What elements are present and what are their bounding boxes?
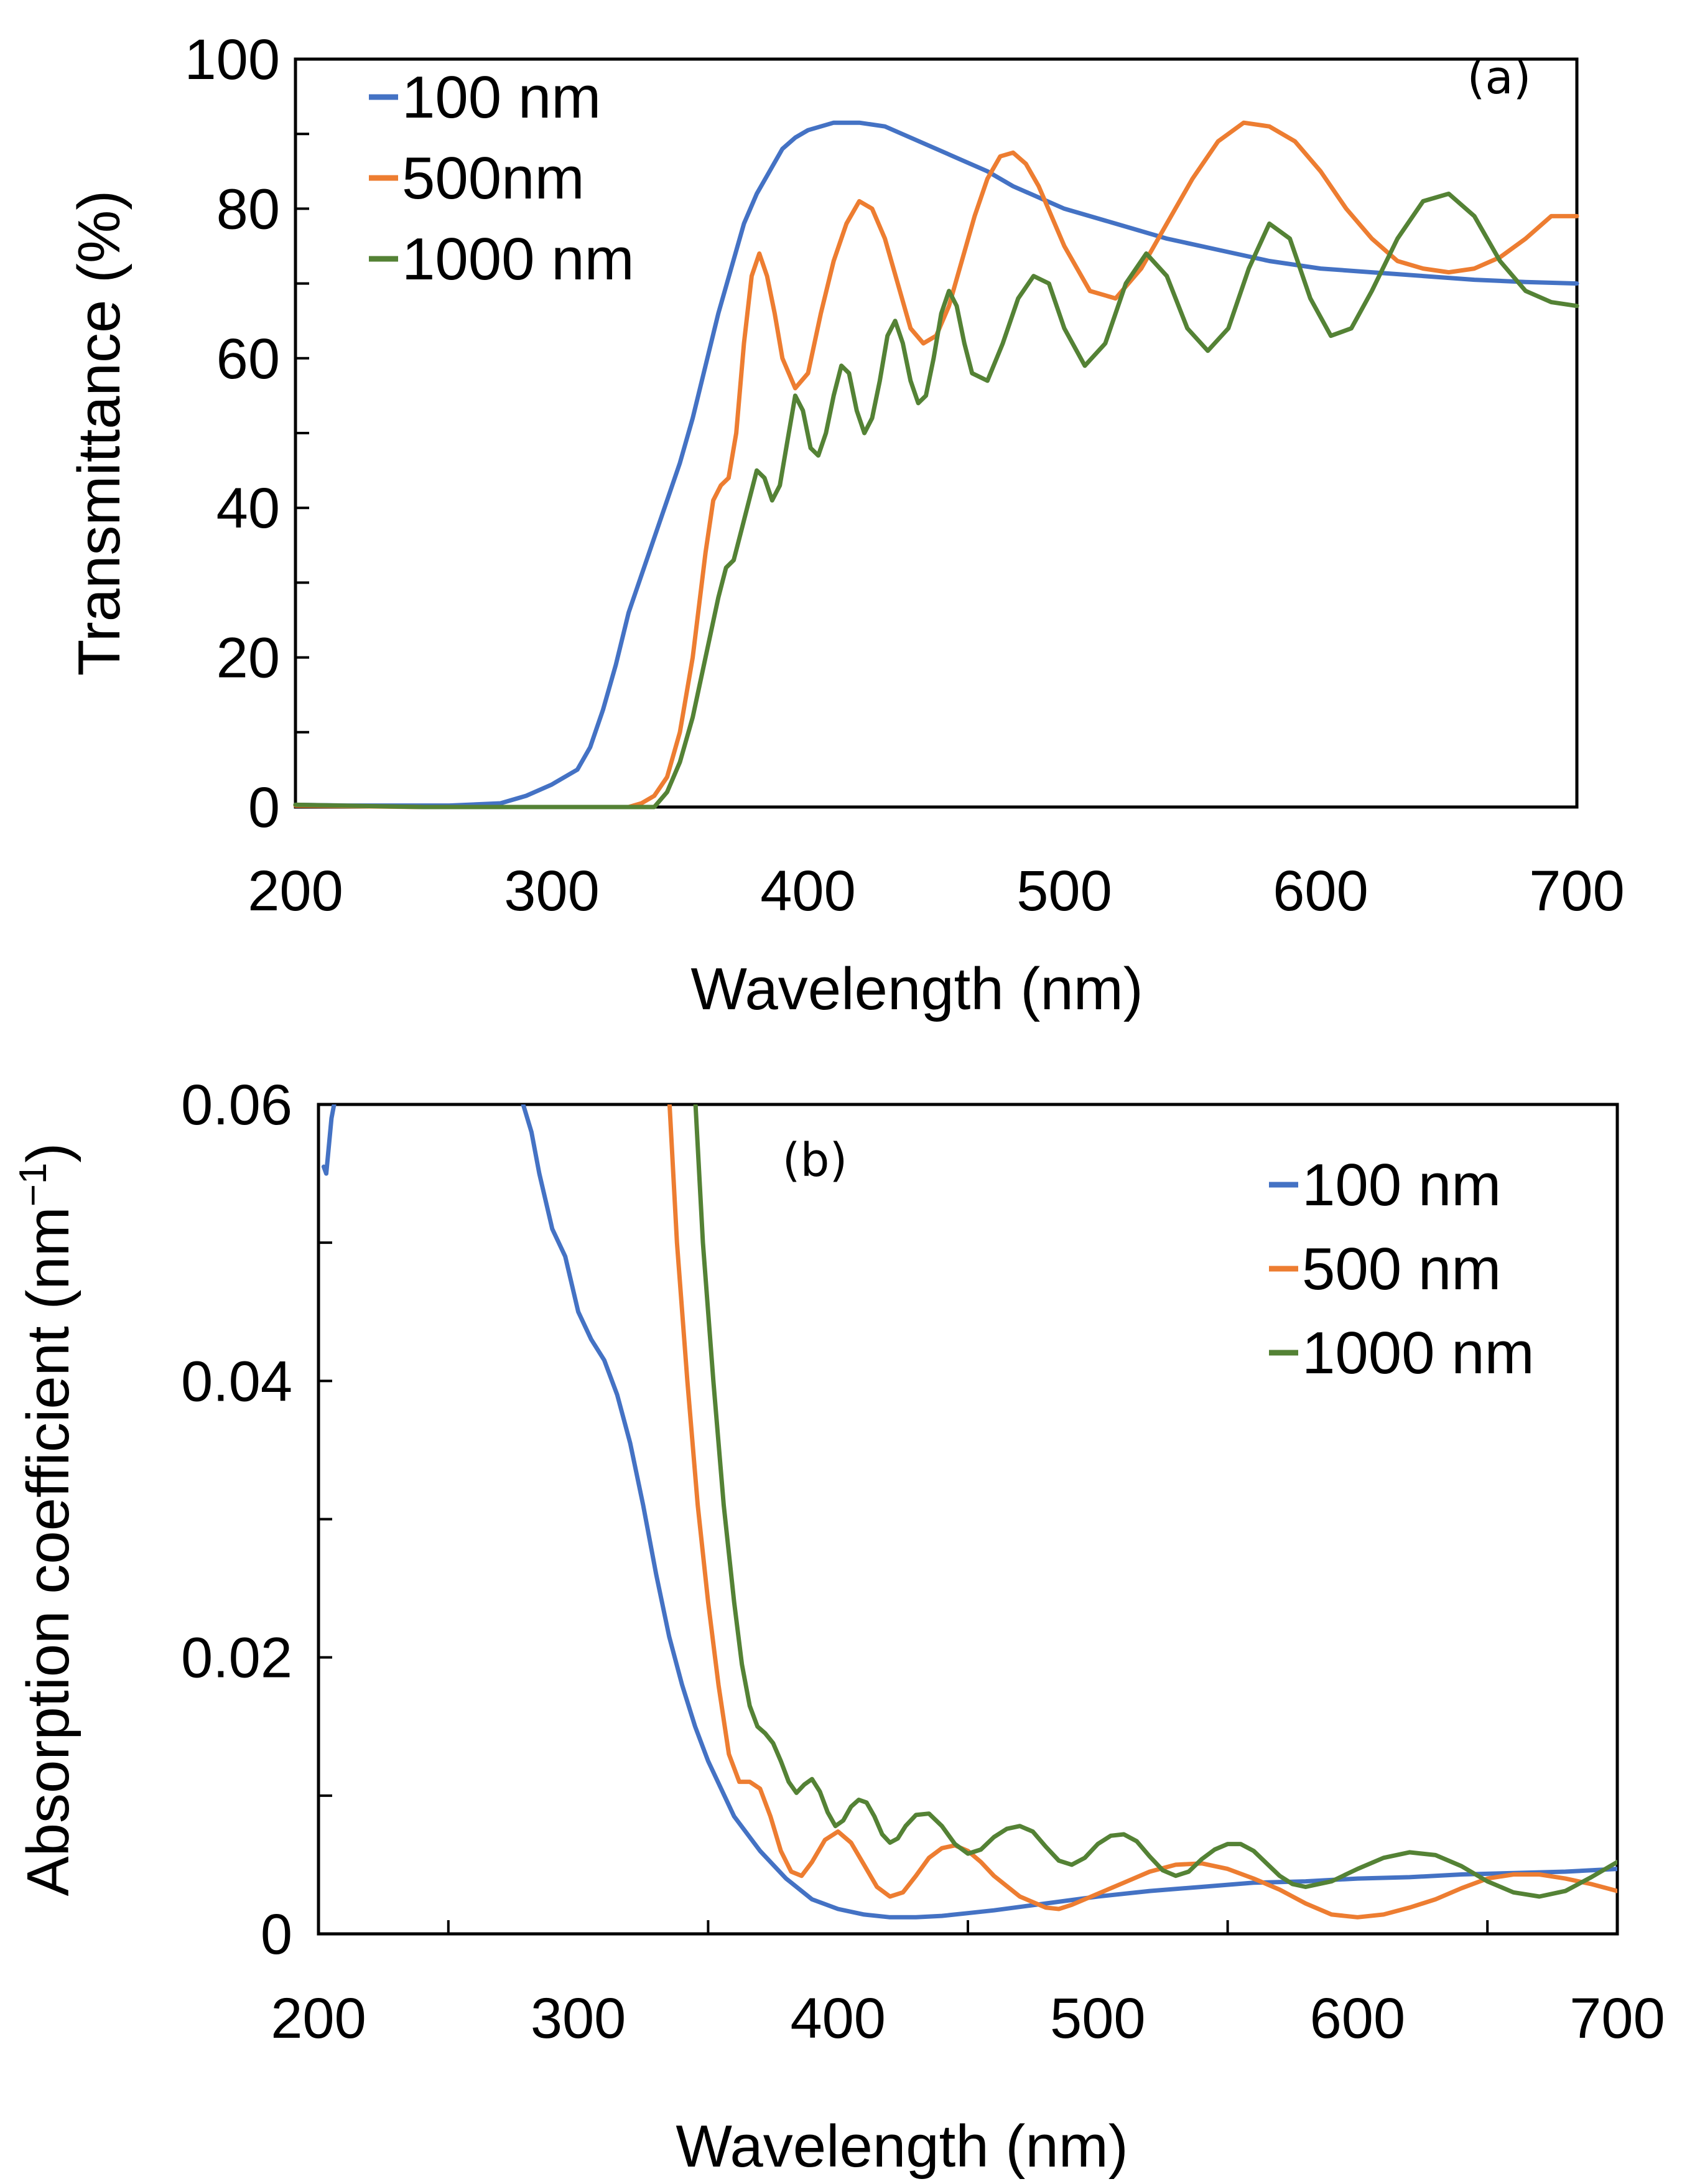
series-line-b-1 [667,1104,1617,1920]
chart-panel-a: 0 20 40 60 80 100 200 300 400 500 600 700 (a) Wave… [66,28,1625,1022]
legend-label-b-1: 500 nm [1302,1236,1501,1302]
y-tick-label-b-3: 0.06 [181,1073,292,1137]
y-tick-label-b-1: 0.02 [181,1626,292,1690]
legend-label-a-2: 1000 nm [402,226,634,292]
y-tick-label-a-0: 0 [248,776,280,839]
x-ticks-a: 200 300 400 500 600 700 [248,859,1625,923]
legend-a: 100 nm 500nm 1000 nm [369,64,634,292]
legend-label-a-1: 500nm [402,145,585,212]
legend-label-a-0: 100 nm [402,64,601,131]
y-axis-title-b-end: ) [15,1143,81,1163]
x-tick-label-a-2: 400 [760,859,856,923]
legend-label-b-2: 1000 nm [1302,1320,1535,1386]
y-axis-title-b-sup: −1 [12,1163,55,1207]
series-line-a-0 [293,120,1579,808]
series-line-b-0 [321,1104,1617,1920]
series-line-a-1 [293,120,1579,810]
x-tick-label-b-3: 500 [1050,1987,1146,2050]
x-axis-title-b: Wavelength (nm) [676,2113,1128,2180]
y-tick-label-a-3: 60 [216,327,280,391]
y-axis-title-b: Absorption coefficient (nm−1) [12,1143,81,1897]
y-tick-label-b-2: 0.04 [181,1350,292,1413]
x-tick-label-a-0: 200 [248,859,343,923]
series-line-a-2 [293,191,1579,810]
y-tick-label-a-2: 40 [216,477,280,540]
legend-b: 100 nm 500 nm 1000 nm [1269,1152,1535,1386]
x-axis-title-a: Wavelength (nm) [690,956,1143,1022]
y-tick-label-a-1: 20 [216,627,280,690]
plot-area-b [317,1103,1619,1936]
x-tick-label-b-0: 200 [271,1987,366,2050]
y-tick-label-a-4: 80 [216,177,280,241]
series-line-b-2 [693,1104,1617,1899]
y-axis-title-a: Transmittance (%) [66,190,132,676]
y-tick-label-a-5: 100 [185,28,281,91]
series-group-b [321,1104,1617,1920]
series-group-a [293,120,1579,810]
y-ticks-a: 0 20 40 60 80 100 [185,28,309,839]
x-tick-label-b-2: 400 [790,1987,886,2050]
x-tick-label-b-1: 300 [531,1987,626,2050]
y-tick-label-b-0: 0 [261,1903,292,1966]
x-tick-label-a-3: 500 [1016,859,1112,923]
x-tick-label-a-5: 700 [1529,859,1625,923]
legend-label-b-0: 100 nm [1302,1152,1501,1218]
x-tick-label-a-1: 300 [504,859,600,923]
x-ticks-b: 200 300 400 500 600 700 [271,1920,1665,2050]
x-tick-label-b-5: 700 [1569,1987,1665,2050]
y-axis-title-b-main: Absorption coefficient (nm [15,1206,81,1896]
panel-label-a: (a) [1467,51,1531,105]
chart-panel-b: 0 0.02 0.04 0.06 200 300 400 500 600 700 (b) Wav… [12,1073,1665,2180]
x-tick-label-a-4: 600 [1273,859,1368,923]
y-ticks-b: 0 0.02 0.04 0.06 [181,1073,332,1966]
panel-label-b: (b) [783,1134,848,1187]
x-tick-label-b-4: 600 [1310,1987,1406,2050]
